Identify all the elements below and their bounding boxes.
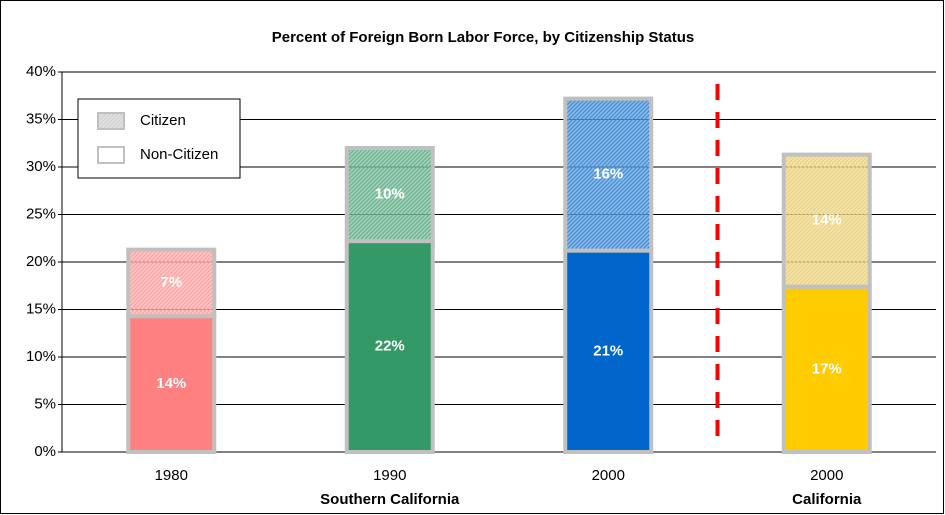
chart-title: Percent of Foreign Born Labor Force, by … (272, 29, 695, 46)
group-label: California (792, 491, 862, 508)
x-tick-label: 2000 (592, 467, 625, 484)
bar-segment (781, 152, 872, 289)
data-label: 14% (812, 212, 842, 229)
bar-segment (344, 239, 435, 454)
legend-box (77, 98, 241, 179)
y-tick-label: 0% (34, 443, 56, 460)
legend-swatch (97, 146, 125, 164)
data-label: 22% (375, 338, 405, 355)
y-tick-label: 40% (26, 63, 56, 80)
data-label: 17% (812, 360, 842, 377)
data-label: 16% (593, 166, 623, 183)
data-label: 7% (160, 274, 182, 291)
y-tick-label: 10% (26, 348, 56, 365)
legend-swatch (97, 112, 125, 130)
bar-segment (126, 314, 217, 454)
x-tick-label: 2000 (810, 467, 843, 484)
y-tick-label: 25% (26, 205, 56, 222)
legend-label: Citizen (140, 112, 186, 129)
y-tick-label: 30% (26, 158, 56, 175)
bar-segment (126, 247, 217, 319)
bar-segment (563, 248, 654, 454)
y-tick-label: 5% (34, 395, 56, 412)
y-tick-label: 35% (26, 110, 56, 127)
data-label: 21% (593, 342, 623, 359)
y-tick-label: 15% (26, 300, 56, 317)
bar-segment (344, 146, 435, 244)
bar-segment (563, 96, 654, 253)
legend-label: Non-Citizen (140, 146, 218, 163)
data-label: 10% (375, 186, 405, 203)
x-tick-label: 1990 (373, 467, 406, 484)
x-tick-label: 1980 (155, 467, 188, 484)
group-label: Southern California (320, 491, 460, 508)
data-label: 14% (156, 375, 186, 392)
y-tick-label: 20% (26, 253, 56, 270)
bar-segment (781, 284, 872, 455)
